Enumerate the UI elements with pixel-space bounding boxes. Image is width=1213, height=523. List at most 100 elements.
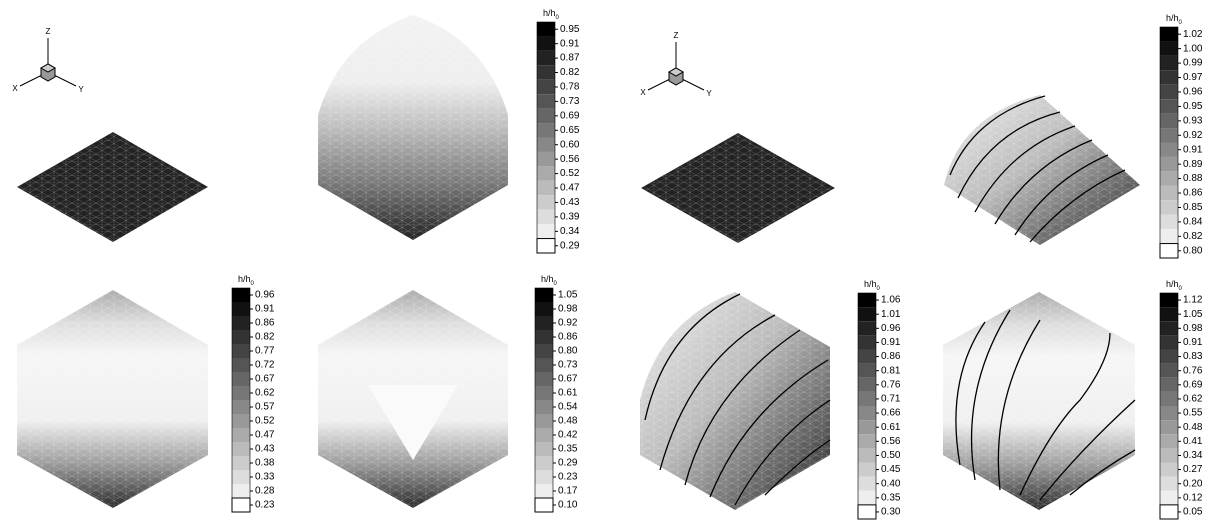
color-box <box>232 470 250 484</box>
color-box <box>535 442 553 456</box>
colorbar-label: 1.12 <box>1183 295 1203 306</box>
colorbar-label: 0.91 <box>1183 144 1203 155</box>
colorbar-title: h/h0 <box>864 279 881 291</box>
colorbar-label: 0.33 <box>255 472 275 483</box>
axis-triad: Z X Y <box>640 31 712 98</box>
colorbar-label: 0.67 <box>558 374 578 385</box>
colorbar-frame <box>536 21 556 254</box>
colorbar-label: 0.48 <box>558 416 578 427</box>
color-box <box>858 363 876 378</box>
color-box <box>537 123 555 138</box>
color-box <box>1160 171 1178 186</box>
mesh <box>944 95 1140 245</box>
colorbar-label: 0.76 <box>1183 365 1203 376</box>
color-box <box>232 358 250 372</box>
color-box <box>537 151 555 167</box>
color-box <box>1160 128 1178 143</box>
colorbar-title: h/h0 <box>1166 279 1183 291</box>
color-box <box>232 372 250 386</box>
color-box <box>535 386 553 400</box>
colorbar-label: 0.45 <box>881 464 901 475</box>
colorbar-label: 0.56 <box>881 436 901 447</box>
colorbar-label: 0.96 <box>1183 87 1203 98</box>
colorbar-label: 0.80 <box>1183 245 1203 256</box>
colorbar-label: 0.61 <box>558 388 578 399</box>
color-box <box>858 335 876 350</box>
colorbar-label: 0.97 <box>1183 72 1203 83</box>
color-box <box>232 344 250 358</box>
title-text: h/h <box>1166 279 1179 289</box>
colorbar-label: 0.61 <box>881 422 901 433</box>
color-box <box>1160 321 1178 336</box>
contours <box>949 95 1126 243</box>
color-box <box>858 434 876 449</box>
colorbar-label: 0.39 <box>560 212 580 223</box>
color-box <box>1159 504 1179 520</box>
colorbar-label: 0.92 <box>1183 130 1203 141</box>
mesh <box>943 292 1135 510</box>
color-box <box>1160 84 1178 100</box>
color-box <box>232 414 250 428</box>
colorbar-label: 0.96 <box>881 323 901 334</box>
color-box <box>1160 448 1178 463</box>
color-box <box>1160 406 1178 421</box>
colorbar-label: 0.92 <box>558 318 578 329</box>
color-box <box>1160 70 1178 85</box>
colorbar-label: 0.41 <box>1183 436 1203 447</box>
color-box <box>1160 363 1178 378</box>
colorbar-label: 0.29 <box>560 240 580 251</box>
axis-label: Z <box>674 31 679 40</box>
colorbar-label: 0.62 <box>255 388 275 399</box>
colorbar-frame <box>857 292 877 520</box>
mesh <box>640 292 830 510</box>
colorbar-label: 0.23 <box>558 472 578 483</box>
color-box <box>1160 185 1178 201</box>
colorbar-label: 1.06 <box>881 295 901 306</box>
color-box <box>858 420 876 435</box>
colorbar-label: 0.60 <box>560 139 580 150</box>
colorbar-label: 0.82 <box>1183 231 1203 242</box>
color-box <box>1160 420 1178 435</box>
color-box <box>858 307 876 322</box>
colorbar-label: 1.02 <box>1183 29 1203 40</box>
colorbar-label: 0.30 <box>881 507 901 518</box>
color-box <box>232 442 250 456</box>
color-box <box>231 497 251 513</box>
colorbar-label: 0.91 <box>1183 337 1203 348</box>
colorbar-frame <box>231 287 251 513</box>
color-box <box>535 372 553 386</box>
colorbar-label: 0.86 <box>881 351 901 362</box>
colorbar-label: 0.05 <box>1183 507 1203 518</box>
colorbar-title: h/h0 <box>541 274 558 286</box>
axis-triad: Z X Y <box>12 27 84 94</box>
color-box <box>537 224 555 239</box>
colorbar-label: 0.57 <box>255 402 275 413</box>
axis-label: Z <box>46 27 51 36</box>
colorbar-label: 1.05 <box>1183 309 1203 320</box>
mesh <box>318 15 508 240</box>
color-box <box>1160 377 1178 392</box>
color-box <box>535 484 553 498</box>
color-box <box>1160 200 1178 215</box>
color-box <box>1160 490 1178 505</box>
colorbar-label: 0.72 <box>255 360 275 371</box>
color-box <box>535 358 553 372</box>
colorbar-label: 0.78 <box>560 82 580 93</box>
colorbar-title: h/h0 <box>1166 13 1183 25</box>
color-box <box>537 65 555 80</box>
color-box <box>1160 55 1178 71</box>
color-box <box>858 406 876 421</box>
colorbar-label: 0.86 <box>1183 188 1203 199</box>
color-box <box>535 330 553 344</box>
title-text: h/h <box>541 274 554 284</box>
colorbar-label: 0.54 <box>558 402 578 413</box>
color-box <box>232 428 250 442</box>
color-box <box>232 330 250 344</box>
colorbar-label: 0.10 <box>558 500 578 511</box>
colorbar-label: 0.28 <box>255 486 275 497</box>
colorbar-label: 0.86 <box>255 318 275 329</box>
contours <box>644 293 831 506</box>
color-box <box>858 490 876 505</box>
cube-top <box>667 67 685 77</box>
color-box <box>1160 476 1178 491</box>
